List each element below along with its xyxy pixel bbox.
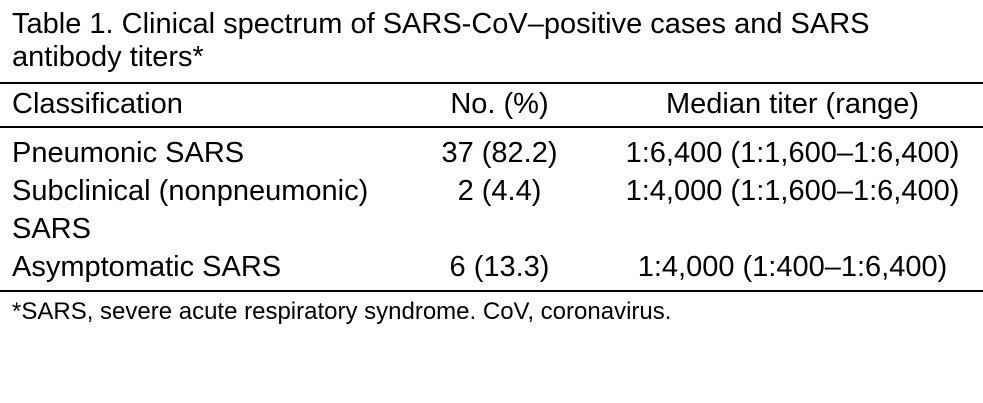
- table-row: Subclinical (nonpneumonic) SARS 2 (4.4) …: [0, 172, 983, 248]
- header-classification: Classification: [12, 88, 183, 120]
- table-footnote: *SARS, severe acute respiratory syndrome…: [12, 298, 672, 325]
- header-row: Classification No. (%) Median titer (ran…: [0, 84, 983, 126]
- cell-classification: Subclinical (nonpneumonic) SARS: [0, 172, 397, 248]
- clinical-spectrum-table: Table 1. Clinical spectrum of SARS-CoV–p…: [0, 8, 983, 325]
- table-caption: Table 1. Clinical spectrum of SARS-CoV–p…: [12, 8, 870, 73]
- bottom-rule: [0, 290, 983, 292]
- caption-rule: [0, 82, 983, 84]
- cell-classification-text: Subclinical (nonpneumonic) SARS: [12, 175, 369, 245]
- table-header: Classification No. (%) Median titer (ran…: [0, 84, 983, 126]
- table-row: Pneumonic SARS 37 (82.2) 1:6,400 (1:1,60…: [0, 128, 983, 172]
- header-median-titer: Median titer (range): [665, 88, 920, 120]
- cell-number: 6 (13.3): [449, 251, 550, 283]
- cell-number: 37 (82.2): [441, 137, 558, 169]
- cell-median-titer: 1:4,000 (1:1,600–1:6,400): [625, 175, 960, 207]
- table-body: Pneumonic SARS 37 (82.2) 1:6,400 (1:1,60…: [0, 128, 983, 290]
- header-number: No. (%): [450, 88, 549, 120]
- table-row: Asymptomatic SARS 6 (13.3) 1:4,000 (1:40…: [0, 248, 983, 290]
- cell-classification: Pneumonic SARS: [12, 137, 245, 169]
- cell-median-titer: 1:4,000 (1:400–1:6,400): [637, 251, 948, 283]
- data-table-body: Pneumonic SARS 37 (82.2) 1:6,400 (1:1,60…: [0, 128, 983, 290]
- header-rule: [0, 126, 983, 128]
- cell-number: 2 (4.4): [457, 175, 542, 207]
- cell-classification: Asymptomatic SARS: [12, 251, 282, 283]
- data-table: Classification No. (%) Median titer (ran…: [0, 84, 983, 126]
- cell-median-titer: 1:6,400 (1:1,600–1:6,400): [625, 137, 960, 169]
